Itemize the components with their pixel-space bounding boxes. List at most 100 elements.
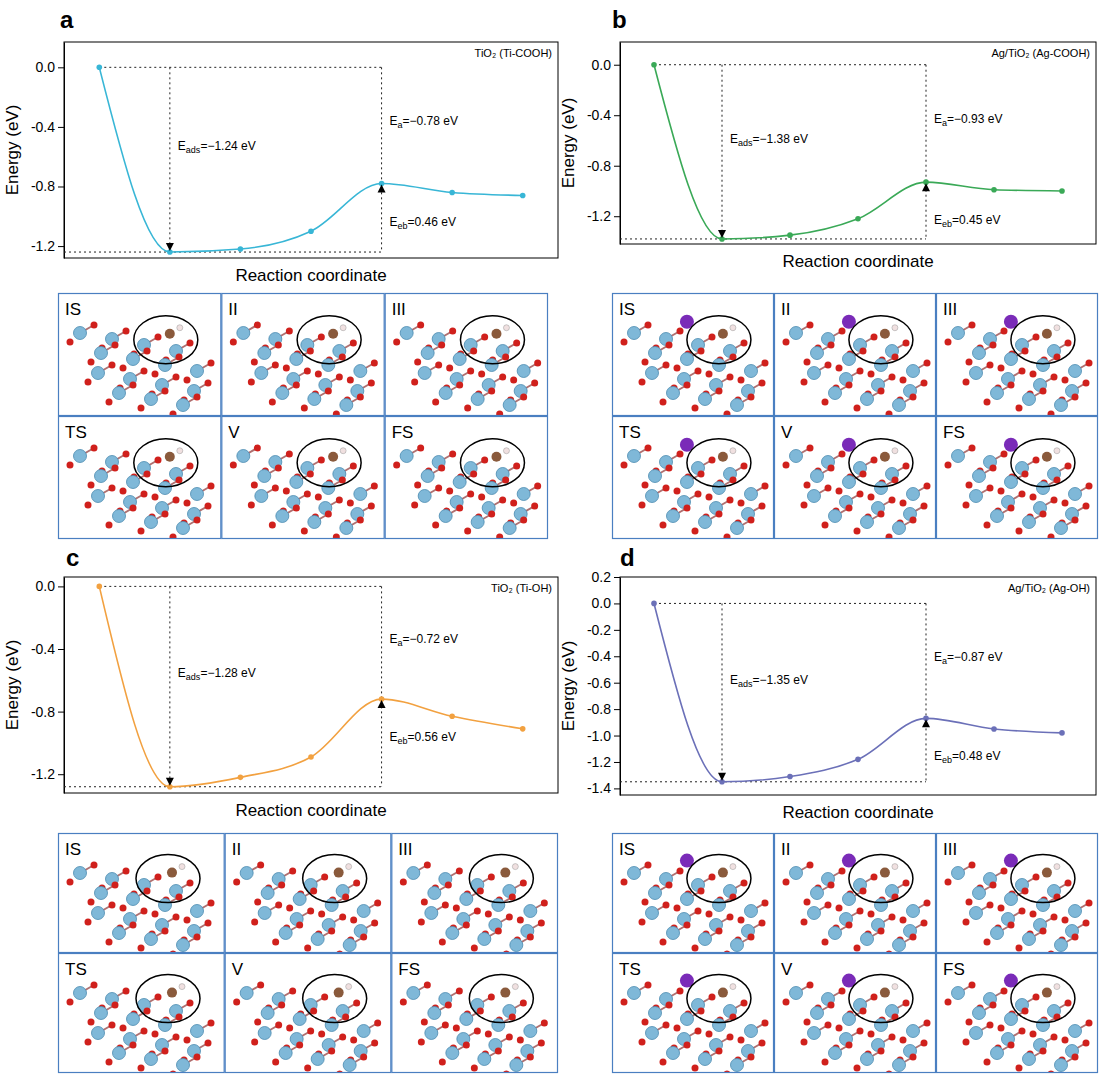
o-atom xyxy=(878,511,885,518)
o-atom xyxy=(417,445,424,452)
ti-atom xyxy=(646,367,659,380)
o-atom xyxy=(499,374,506,381)
ti-atom xyxy=(446,1047,459,1060)
o-atom xyxy=(184,500,191,507)
o-atom xyxy=(783,462,790,469)
ti-atom xyxy=(453,353,466,366)
ti-atom xyxy=(649,347,662,360)
o-atom xyxy=(272,1059,279,1066)
cell-border xyxy=(392,954,558,1073)
o-atom xyxy=(1048,1071,1055,1073)
y-tick-label: -1.2 xyxy=(587,754,611,770)
ti-atom xyxy=(829,510,842,523)
o-atom xyxy=(109,902,116,909)
o-atom xyxy=(534,360,541,367)
structure-label: IS xyxy=(65,300,81,319)
o-atom xyxy=(639,919,646,926)
o-atom xyxy=(828,465,835,472)
h-atom xyxy=(892,448,898,454)
x-axis-title: Reaction coordinate xyxy=(782,803,933,822)
o-atom xyxy=(123,868,130,875)
o-atom xyxy=(1065,340,1072,347)
o-atom xyxy=(639,502,646,509)
h-atom xyxy=(177,325,183,331)
o-atom xyxy=(304,1065,311,1072)
o-atom xyxy=(903,463,910,470)
y-tick-label: -0.8 xyxy=(31,178,55,194)
structure-label: TS xyxy=(65,423,87,442)
atoms xyxy=(783,974,931,1072)
y-tick-mark xyxy=(58,67,64,68)
ti-atom xyxy=(649,887,662,900)
o-atom xyxy=(477,1008,484,1015)
ti-atom xyxy=(191,488,204,501)
o-atom xyxy=(339,477,346,484)
ti-atom xyxy=(745,1025,758,1038)
ti-atom xyxy=(790,327,803,340)
o-atom xyxy=(138,528,145,535)
o-atom xyxy=(868,371,875,378)
guide-line xyxy=(620,781,926,782)
o-atom xyxy=(990,342,997,349)
o-atom xyxy=(315,494,322,501)
h-atom xyxy=(1054,864,1060,870)
ti-atom xyxy=(261,1007,274,1020)
o-atom xyxy=(286,1025,293,1032)
cell-border xyxy=(225,834,391,953)
o-atom xyxy=(709,457,716,464)
ti-atom xyxy=(1005,353,1018,366)
guide-line xyxy=(620,238,926,239)
data-point xyxy=(855,216,861,222)
y-tick-label: -0.8 xyxy=(587,158,611,174)
label-ground xyxy=(229,837,261,859)
label-ground xyxy=(229,957,261,979)
adsorbate-atom xyxy=(880,329,890,339)
structure-cell: V xyxy=(225,954,391,1077)
atoms xyxy=(230,439,378,538)
y-tick-label: -1.4 xyxy=(587,780,611,796)
y-tick: -0.8 xyxy=(587,158,620,174)
o-atom xyxy=(120,1025,127,1032)
o-atom xyxy=(910,1054,917,1061)
o-atom xyxy=(304,368,311,375)
o-atom xyxy=(233,879,240,886)
ti-atom xyxy=(991,1047,1004,1060)
y-tick-mark xyxy=(614,630,620,631)
ti-atom xyxy=(681,353,694,366)
annotation: Eads=−1.24 eV xyxy=(178,139,256,155)
o-atom xyxy=(836,365,843,372)
o-atom xyxy=(506,914,513,921)
o-atom xyxy=(642,482,649,489)
o-atom xyxy=(801,1039,808,1046)
o-atom xyxy=(846,922,853,929)
ti-atom xyxy=(177,939,190,952)
h-atom xyxy=(1054,984,1060,990)
data-point xyxy=(1059,730,1065,736)
adsorbate-atom xyxy=(1042,329,1052,339)
atoms xyxy=(67,855,215,952)
o-atom xyxy=(481,334,488,341)
o-atom xyxy=(1008,1042,1015,1049)
y-tick-mark xyxy=(614,166,620,167)
o-atom xyxy=(639,379,646,386)
o-atom xyxy=(878,928,885,935)
highlight-ring xyxy=(1011,855,1075,903)
cell-border xyxy=(613,294,774,416)
o-atom xyxy=(520,880,527,887)
o-atom xyxy=(88,1019,95,1026)
o-atom xyxy=(716,388,723,395)
structure-cell: III xyxy=(937,294,1098,418)
ti-atom xyxy=(811,347,824,360)
o-atom xyxy=(275,465,282,472)
o-atom xyxy=(456,382,463,389)
atoms xyxy=(783,854,931,952)
o-atom xyxy=(727,374,734,381)
y-tick: -0.4 xyxy=(587,648,620,664)
o-atom xyxy=(112,342,119,349)
o-atom xyxy=(120,365,127,372)
label-ground xyxy=(395,957,427,979)
o-atom xyxy=(892,354,899,361)
o-atom xyxy=(1016,945,1023,952)
o-atom xyxy=(477,888,484,895)
atoms xyxy=(621,974,769,1072)
